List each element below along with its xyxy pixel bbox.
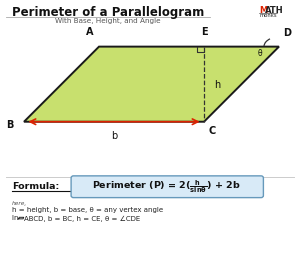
Text: Formula:: Formula: [12,183,59,191]
Text: C: C [208,126,216,136]
Text: h: h [214,81,221,90]
Polygon shape [24,47,279,122]
Text: Perimeter of a Parallelogram: Perimeter of a Parallelogram [12,6,204,19]
Text: With Base, Height, and Angle: With Base, Height, and Angle [55,18,161,24]
Text: h = height, b = base, θ = any vertex angle: h = height, b = base, θ = any vertex ang… [12,207,163,213]
Text: θ: θ [257,49,262,57]
Text: Perimeter (P) = 2($\mathbf{\frac{h}{sin\theta}}$) + 2b: Perimeter (P) = 2($\mathbf{\frac{h}{sin\… [92,178,241,195]
Text: A: A [86,27,94,37]
Text: E: E [201,27,207,37]
Text: In: In [12,215,21,221]
Text: B: B [6,120,14,130]
Text: M: M [260,6,268,16]
Text: ABCD, b = BC, h = CE, θ = ∠CDE: ABCD, b = BC, h = CE, θ = ∠CDE [24,215,140,222]
Text: here,: here, [12,201,27,206]
FancyBboxPatch shape [71,176,263,198]
Text: ATH: ATH [265,6,283,16]
Text: monks: monks [259,13,277,18]
Text: b: b [111,131,117,141]
Text: D: D [284,27,292,38]
